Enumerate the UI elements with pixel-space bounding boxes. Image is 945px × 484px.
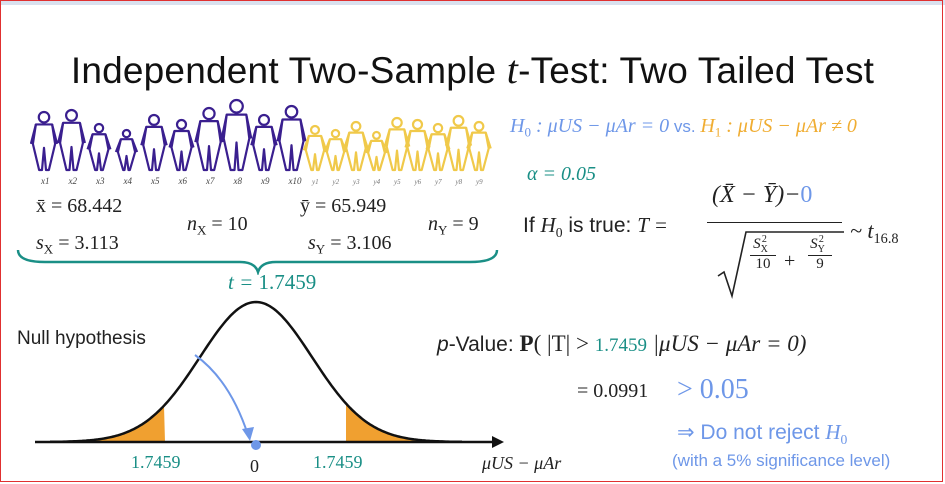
test-stat-numerator: (X̄ − Ȳ)−0 xyxy=(712,182,813,208)
x-sd: sX = 3.113 xyxy=(36,232,119,257)
sample-y-label: y7 xyxy=(434,178,442,186)
title-suffix: -Test: Two Tailed Test xyxy=(518,50,875,91)
person-y-icon xyxy=(425,122,451,172)
sample-brace xyxy=(16,249,499,275)
sample-y-label: y3 xyxy=(352,178,360,186)
y-mean: ȳ = 65.949 xyxy=(300,195,387,217)
person-x-icon xyxy=(168,118,195,172)
sample-y-label: y5 xyxy=(393,178,401,186)
person-x-icon xyxy=(86,122,112,172)
sample-y-label: y1 xyxy=(311,178,319,186)
test-stat-label: If H0 is true: T = xyxy=(523,213,668,240)
null-arrowhead xyxy=(242,427,254,441)
person-x-icon xyxy=(30,110,59,172)
left-critical-tick: 1.7459 xyxy=(131,452,181,472)
person-y-icon xyxy=(466,120,492,172)
right-critical-tick: 1.7459 xyxy=(313,452,363,472)
person-x-icon xyxy=(276,104,307,172)
person-x-icon xyxy=(250,113,278,172)
p-value-result: = 0.0991 xyxy=(577,380,649,402)
y-sd: sY = 3.106 xyxy=(308,232,392,257)
sample-people-illustration: x1 x2 x3 x4 x5 x6 x7 x8 x9 x10 y1 y2 y3 y4 y5 y6 y7 y8 y9 xyxy=(30,98,492,186)
vs-label: vs. xyxy=(669,117,701,136)
x-mean: x̄ = 68.442 xyxy=(36,195,123,217)
sample-x-label: x6 xyxy=(178,176,188,186)
right-tail-region xyxy=(346,403,462,442)
sample-x-label: x7 xyxy=(205,176,215,186)
sample-y-label: y6 xyxy=(414,178,422,186)
sy2-over-n2: SY2 9 xyxy=(808,234,832,273)
title-prefix: Independent Two-Sample xyxy=(70,50,507,91)
sample-y-label: y4 xyxy=(373,178,381,186)
sample-y-label: y2 xyxy=(332,178,340,186)
significance-note: (with a 5% significance level) xyxy=(672,451,891,470)
person-x-icon xyxy=(57,108,86,172)
null-hypothesis: H0 : μUS − μAr = 0 xyxy=(510,115,670,140)
sqrt-sign xyxy=(717,231,844,300)
left-tail-region xyxy=(50,405,165,442)
sample-y-label: y8 xyxy=(455,178,463,186)
zero-tick: 0 xyxy=(250,456,259,476)
p-value-line: p-Value: P( |T| > 1.7459 |μUS − μAr = 0) xyxy=(437,331,807,356)
top-bar xyxy=(0,0,945,5)
n-x: nX = 10 xyxy=(187,213,248,238)
t-distribution: ~ t16.8 xyxy=(850,218,899,247)
null-arrow xyxy=(194,354,249,436)
person-y-icon xyxy=(343,120,369,172)
person-y-icon xyxy=(444,114,473,172)
alternative-hypothesis: H1 : μUS − μAr ≠ 0 xyxy=(700,115,857,140)
p-value-comparison: > 0.05 xyxy=(677,374,749,405)
sample-index-labels: x1 x2 x3 x4 x5 x6 x7 x8 x9 x10 y1 y2 y3 y4 y5 y6 y7 y8 y9 xyxy=(40,176,483,186)
sample-x-label: x3 xyxy=(95,176,105,186)
sample-x-label: x9 xyxy=(260,176,270,186)
sample-x-label: x4 xyxy=(123,176,133,186)
null-distribution-plot xyxy=(35,300,504,450)
sample-x-label: x1 xyxy=(40,176,50,186)
n-y: nY = 9 xyxy=(428,213,479,238)
sample-y-people xyxy=(302,114,492,172)
null-point xyxy=(251,440,261,450)
sample-x-label: x5 xyxy=(150,176,160,186)
alpha-level: α = 0.05 xyxy=(527,163,596,185)
person-y-icon xyxy=(323,128,348,172)
bell-curve xyxy=(50,300,462,444)
person-x-icon xyxy=(140,113,168,172)
title-t: t xyxy=(506,47,519,92)
sample-x-label: x2 xyxy=(68,176,78,186)
person-x-icon xyxy=(194,106,224,172)
plus-sign: + xyxy=(784,250,796,272)
null-hypothesis-label: Null hypothesis xyxy=(17,328,146,350)
sample-x-people xyxy=(30,98,307,172)
slide-title: Independent Two-Sample t-Test: Two Taile… xyxy=(0,46,945,93)
sample-y-label: y9 xyxy=(475,178,483,186)
sample-x-label: x8 xyxy=(233,176,243,186)
sample-x-label: x10 xyxy=(288,176,302,186)
t-statistic: t = 1.7459 xyxy=(228,270,317,294)
axis-arrowhead xyxy=(492,436,504,448)
person-y-icon xyxy=(302,124,328,172)
conclusion: ⇒ Do not reject H0 xyxy=(677,420,848,447)
test-stat-fraction-bar xyxy=(707,222,842,223)
hypotheses: H0 : μUS − μAr = 0 vs. H1 : μUS − μAr ≠ … xyxy=(510,115,857,141)
person-x-icon xyxy=(114,128,139,172)
sx2-over-n1: SX2 10 xyxy=(750,234,776,273)
person-y-icon xyxy=(365,130,388,172)
x-axis-label: μUS − μAr xyxy=(482,453,562,473)
person-y-icon xyxy=(383,116,411,172)
person-x-icon xyxy=(220,98,253,172)
